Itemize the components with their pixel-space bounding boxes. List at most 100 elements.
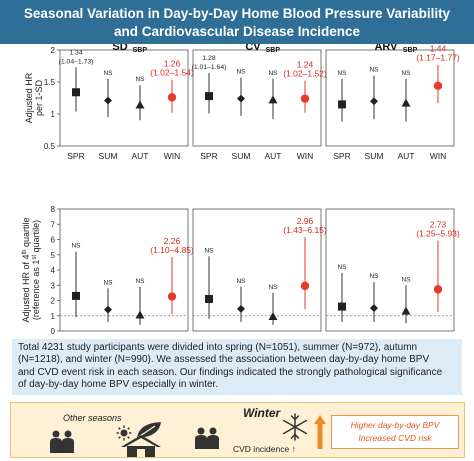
panel-2-xtick-win: WIN: [297, 151, 314, 161]
result-line-1: Higher day-by-day BPV: [350, 420, 440, 430]
panel-4-label-win: 2.26: [164, 236, 181, 246]
panel-3-xtick-win: WIN: [430, 151, 447, 161]
sun-icon: [116, 425, 132, 441]
panel-4-ytick-label: 8: [51, 205, 56, 214]
panel-6-xtick-sum: SUM: [365, 336, 384, 338]
panel-4-ytick-label: 2: [51, 297, 56, 306]
ylabel-lower-line-2: (reference as 1st quartile): [31, 220, 41, 320]
panel-6-label-spr: NS: [337, 264, 347, 271]
panel-1-ci-label-win: (1.02–1.54): [150, 67, 194, 77]
panel-3-label-aut: NS: [401, 70, 411, 77]
panel-5-point-win: [300, 281, 310, 291]
panel-3-label-win: 1.44: [430, 44, 447, 54]
panel-2-title-subscript: SBP: [266, 47, 281, 54]
panel-2-ci-label-spr: (1.01–1.64): [192, 64, 227, 71]
panel-6-label-aut: NS: [401, 276, 411, 283]
panel-4-xtick-sum: SUM: [99, 336, 118, 338]
panel-4-ytick-label: 1: [51, 312, 56, 321]
panel-5-ci-label-win: (1.43–6.15): [283, 225, 327, 235]
panel-6-label-win: 2.73: [430, 220, 447, 230]
panel-1-point-spr: [72, 88, 80, 97]
panel-2-point-aut: [268, 95, 278, 104]
summary-box: Total 4231 study participants were divid…: [12, 339, 462, 395]
panel-6-ci-label-win: (1.25–5.93): [416, 229, 460, 239]
panel-3-point-spr: [338, 100, 346, 109]
title-line-1: Seasonal Variation in Day-by-Day Home Bl…: [23, 6, 451, 21]
panel-4-ytick-label: 3: [51, 281, 56, 290]
panel-3-xtick-sum: SUM: [365, 151, 384, 161]
panel-1-ytick-label: 0.5: [44, 142, 56, 151]
panel-1-ytick-label: 1: [51, 110, 56, 119]
ylabel-line-2: per 1-SD: [34, 79, 44, 116]
panel-6-xtick-aut: AUT: [398, 336, 415, 338]
panel-1-ci-label-spr: (1.04–1.73): [59, 58, 94, 65]
panel-5-xtick-sum: SUM: [232, 336, 251, 338]
panel-6-xtick-spr: SPR: [333, 336, 350, 338]
panel-1-label-aut: NS: [135, 76, 145, 83]
panel-6-xtick-win: WIN: [430, 336, 447, 338]
panel-6-point-aut: [401, 306, 411, 315]
panel-2-point-sum: [237, 94, 245, 103]
panel-4-ci-label-win: (1.10–4.85): [150, 245, 194, 255]
panel-1-xtick-aut: AUT: [132, 151, 149, 161]
panel-5-xtick-aut: AUT: [265, 336, 282, 338]
ylabel-line-1: Adjusted HR: [24, 72, 34, 123]
result-box: Higher day-by-day BPV Increased CVD risk: [331, 415, 459, 449]
panel-1-xtick-sum: SUM: [99, 151, 118, 161]
panel-4-frame: [59, 208, 189, 332]
forest-plots: SD SBP 0.5 1 1.5 2 Adjusted HR per 1-SD SPR 1.34 (…: [21, 44, 460, 338]
panel-1-point-aut: [135, 100, 145, 109]
panel-1-label-spr: 1.34: [69, 49, 82, 56]
panel-5-xtick-win: WIN: [297, 336, 314, 338]
panel-4-ytick-label: 6: [51, 236, 56, 245]
panel-5-xtick-spr: SPR: [200, 336, 217, 338]
panel-2-label-aut: NS: [268, 70, 278, 77]
panel-1-frame: [59, 49, 189, 147]
panel-4-ytick-label: 0: [51, 327, 56, 336]
panel-1-point-win: [167, 93, 177, 102]
title-line-2: and Cardiovascular Disease Incidence: [113, 24, 361, 39]
panel-3-label-sum: NS: [369, 67, 379, 74]
panel-3-label-spr: NS: [337, 70, 347, 77]
panel-2-label-sum: NS: [236, 69, 246, 76]
panel-2-xtick-spr: SPR: [200, 151, 217, 161]
panel-1-title-subscript: SBP: [133, 47, 148, 54]
panel-4-point-sum: [104, 305, 112, 314]
winter-label: Winter: [243, 406, 281, 420]
panel-4-point-win: [167, 292, 177, 301]
panel-4-label-aut: NS: [135, 278, 145, 285]
panel-2-xtick-sum: SUM: [232, 151, 251, 161]
panel-6-point-win: [433, 285, 443, 294]
panel-3-xtick-spr: SPR: [333, 151, 350, 161]
people-cold-icon: [195, 427, 219, 449]
panel-2-point-win: [300, 94, 310, 103]
panel-2-xtick-aut: AUT: [265, 151, 282, 161]
panel-3-frame: [325, 49, 455, 147]
panel-6-label-sum: NS: [369, 273, 379, 280]
panel-3-ci-label-win: (1.17–1.77): [416, 53, 460, 63]
panel-2-title: CV: [245, 44, 261, 53]
snowflake-icon: [282, 413, 308, 441]
title-banner: Seasonal Variation in Day-by-Day Home Bl…: [0, 0, 474, 44]
summary-line-3: and CVD event risk in each season. Our f…: [18, 366, 443, 378]
panel-1-point-sum: [104, 96, 112, 105]
conclusion-panel: Other seasons Winter: [10, 402, 465, 458]
panel-5-point-aut: [268, 312, 278, 321]
panel-2-point-spr: [205, 92, 213, 101]
panel-2-label-win: 1.24: [297, 60, 314, 70]
panel-1-label-win: 1.26: [164, 58, 181, 68]
summary-line-2: (N=1218), and winter (N=990). We assesse…: [18, 354, 430, 366]
panel-1-ytick-label: 2: [51, 46, 56, 55]
summary-line-1: Total 4231 study participants were divid…: [18, 342, 418, 353]
panel-4-ytick-label: 7: [51, 220, 56, 229]
panel-6-point-spr: [338, 302, 346, 311]
panel-4-xtick-win: WIN: [164, 336, 181, 338]
panel-5-point-sum: [237, 304, 245, 313]
panel-4-ytick-label: 5: [51, 251, 56, 260]
up-arrow-icon: ↑: [291, 444, 296, 454]
panel-5-label-win: 2.96: [297, 216, 314, 226]
panel-5-label-spr: NS: [204, 247, 214, 254]
panel-1-label-sum: NS: [103, 70, 113, 77]
panel-4-label-sum: NS: [103, 279, 113, 286]
panel-5-label-aut: NS: [268, 284, 278, 291]
